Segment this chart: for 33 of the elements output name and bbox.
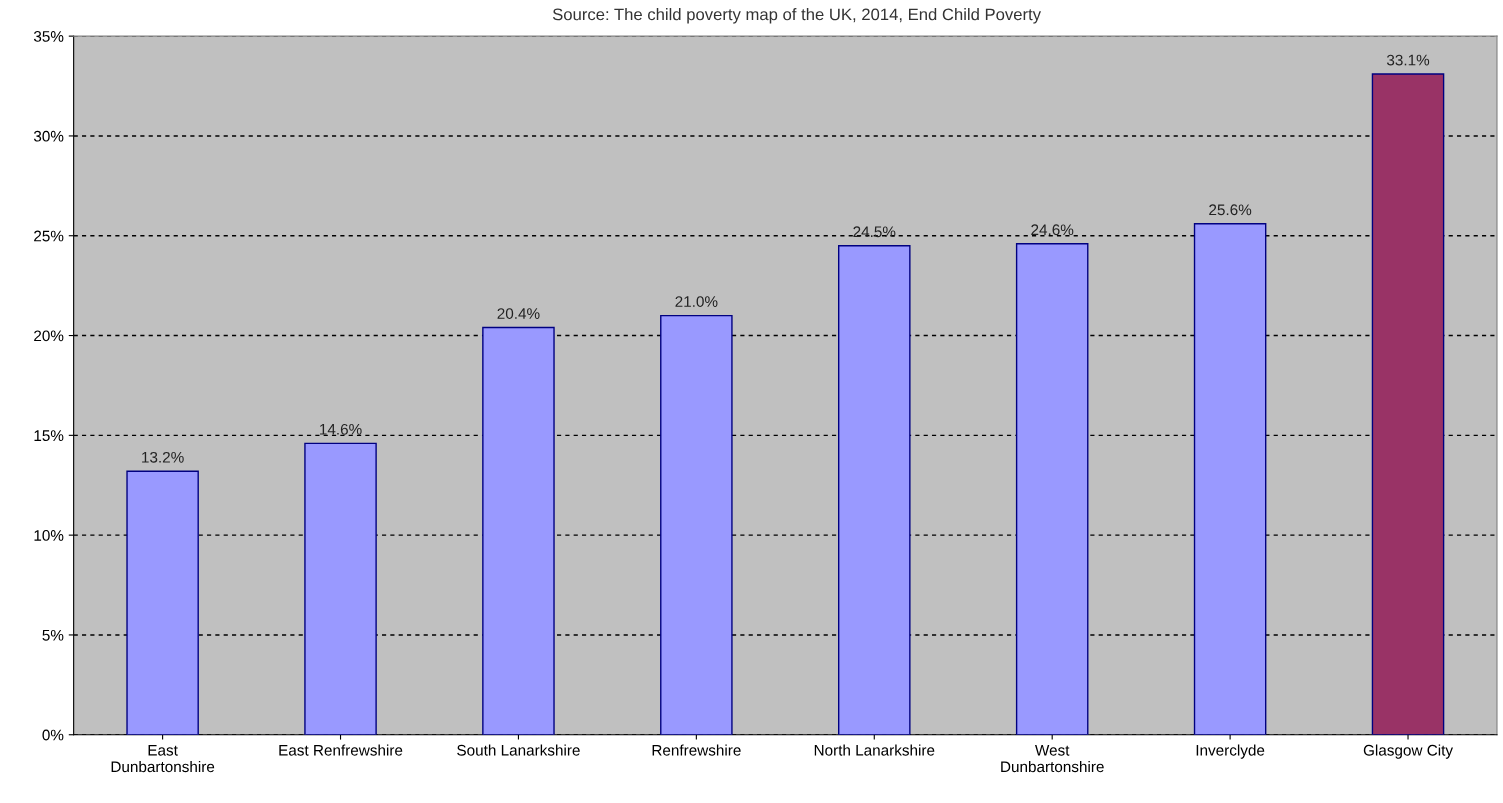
y-tick-label: 35% [33,31,64,42]
data-label: 21.0% [675,296,718,307]
data-label: 24.5% [853,226,896,238]
y-tick-label: 30% [33,130,64,142]
data-label: 14.6% [320,423,362,435]
x-tick-label: Inverclyde [1196,744,1265,759]
data-label: 13.2% [142,451,184,463]
y-tick-label: 0% [42,729,64,741]
x-tick-label: East Renfrewshire [279,744,403,756]
bar [1371,73,1445,735]
bar [660,314,733,735]
y-tick-label: 10% [34,530,64,541]
data-label: 33.1% [1386,54,1430,66]
data-label: 24.6% [1031,224,1074,236]
x-tick-label: North Lanarkshire [814,744,935,756]
y-tick-label: 25% [34,230,64,242]
x-tick-label: South Lanarkshire [457,744,580,756]
bar [304,442,377,735]
x-tick-label: Glasgow City [1363,744,1453,759]
data-label: 20.4% [497,308,540,319]
bar [1015,243,1089,735]
bar [837,245,911,735]
source-note: Source: The child poverty map of the UK, 2014, End Child Poverty [552,8,1041,24]
data-label: 25.6% [1209,204,1252,216]
y-tick-label: 15% [34,430,64,442]
bar [482,326,555,735]
bar [1193,223,1267,735]
x-tick-label: West Dunbartonshire [1001,745,1104,773]
bar [126,470,199,735]
x-tick-label: Renfrewshire [652,744,741,756]
y-tick-label: 5% [42,629,64,641]
x-tick-label: East Dunbartonshire [111,745,215,773]
y-tick-label: 20% [34,330,64,342]
